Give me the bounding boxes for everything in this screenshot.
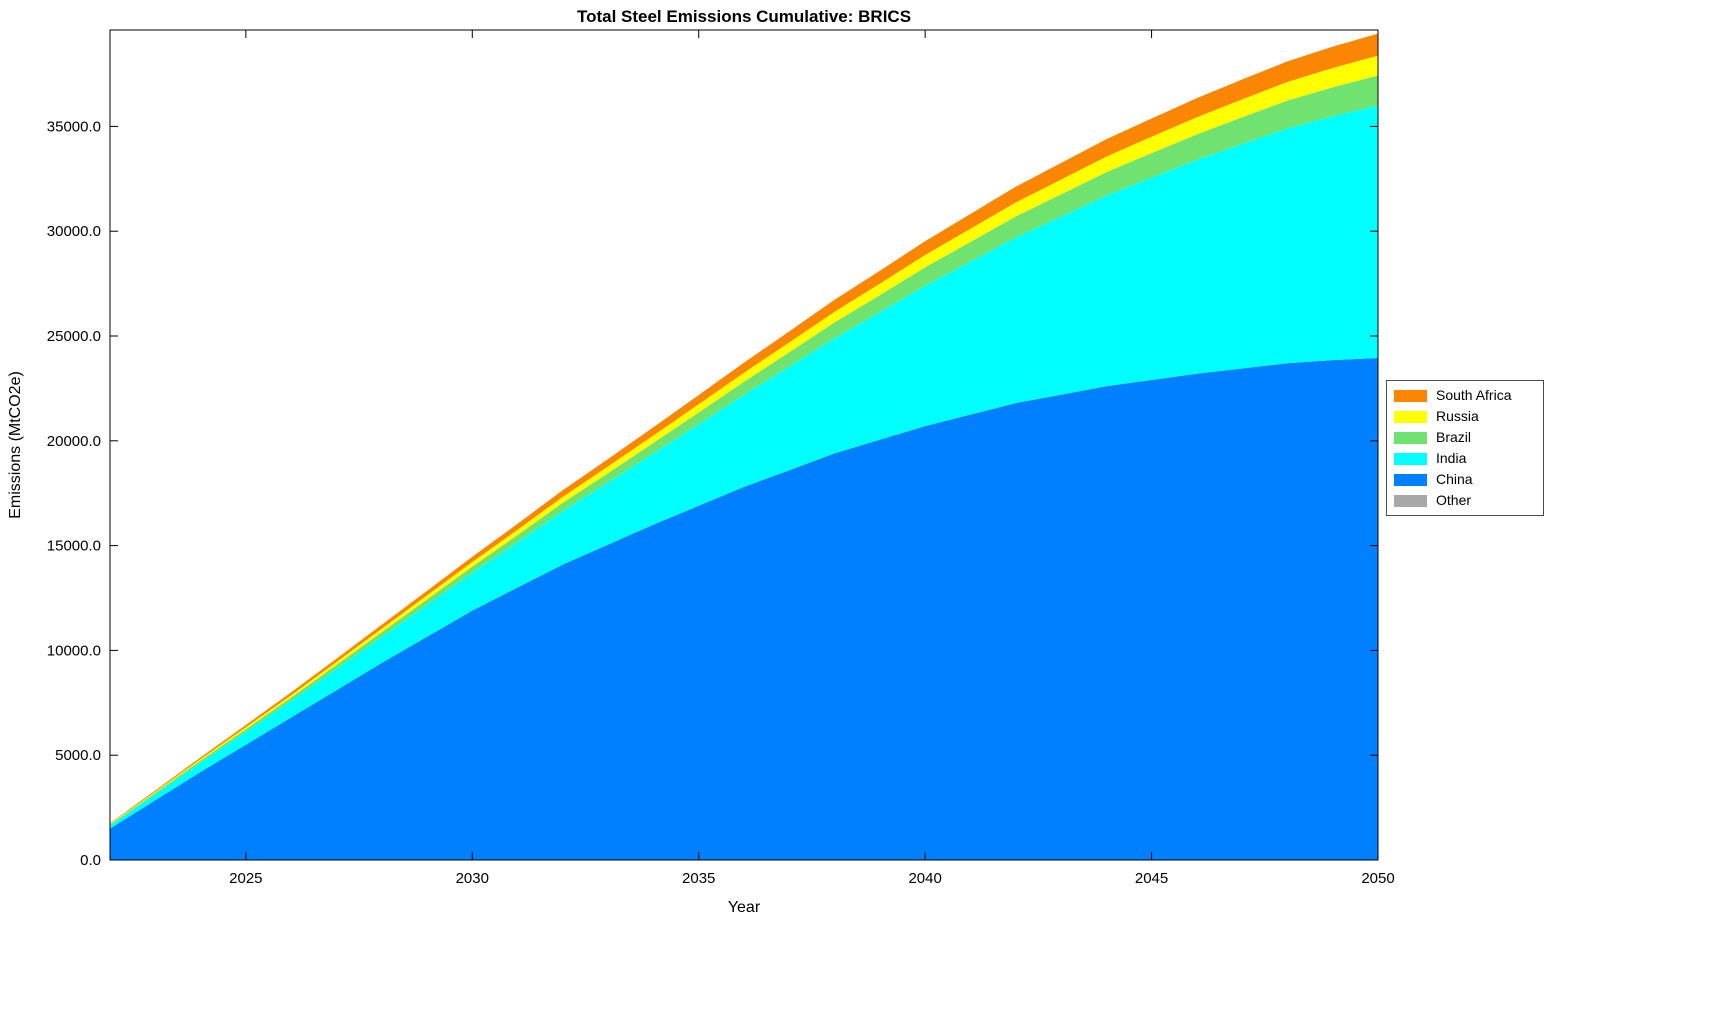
legend-label: South Africa [1436, 387, 1512, 403]
legend-swatch [1394, 431, 1427, 444]
axis-box [109, 29, 1379, 861]
x-tick-label: 2035 [682, 870, 715, 887]
y-tick-label: 5000.0 [55, 747, 101, 764]
y-tick-label: 35000.0 [47, 118, 101, 135]
x-axis-label: Year [728, 899, 761, 916]
x-tick-label: 2045 [1135, 870, 1168, 887]
legend-label: Other [1436, 492, 1472, 508]
legend: South Africa Russia Brazil India China Other [1386, 380, 1544, 516]
area-china [110, 358, 1378, 860]
x-tick-label: 2025 [229, 870, 262, 887]
x-tick-label: 2040 [908, 870, 941, 887]
y-tick-label: 25000.0 [47, 328, 101, 345]
legend-entry-russia: Russia [1394, 408, 1535, 425]
plot-areas [110, 33, 1378, 860]
legend-label: Russia [1436, 408, 1479, 424]
legend-entry-other: Other [1394, 492, 1535, 509]
area-india [110, 105, 1378, 829]
legend-swatch [1394, 494, 1427, 507]
chart-title: Total Steel Emissions Cumulative: BRICS [577, 7, 911, 26]
legend-swatch [1394, 410, 1427, 423]
legend-entry-brazil: Brazil [1394, 429, 1535, 446]
legend-swatch [1394, 389, 1427, 402]
legend-entry-south-africa: South Africa [1394, 387, 1535, 404]
y-axis-label: Emissions (MtCO2e) [7, 371, 24, 519]
y-tick-label: 0.0 [80, 852, 101, 869]
legend-swatch [1394, 452, 1427, 465]
legend-entry-china: China [1394, 471, 1535, 488]
y-tick-label: 10000.0 [47, 642, 101, 659]
legend-entry-india: India [1394, 450, 1535, 467]
y-tick-label: 20000.0 [47, 433, 101, 450]
plot-border [109, 29, 1379, 861]
legend-label: India [1436, 450, 1467, 466]
legend-label: China [1436, 471, 1473, 487]
y-tick-label: 30000.0 [47, 223, 101, 240]
legend-label: Brazil [1436, 429, 1472, 445]
x-tick-label: 2050 [1361, 870, 1394, 887]
legend-swatch [1394, 473, 1427, 486]
x-tick-label: 2030 [456, 870, 489, 887]
tick-labels: 2025 2030 2035 2040 2045 2050 0.0 5000.0 10000.0… [47, 118, 1395, 887]
y-tick-label: 15000.0 [47, 538, 101, 555]
